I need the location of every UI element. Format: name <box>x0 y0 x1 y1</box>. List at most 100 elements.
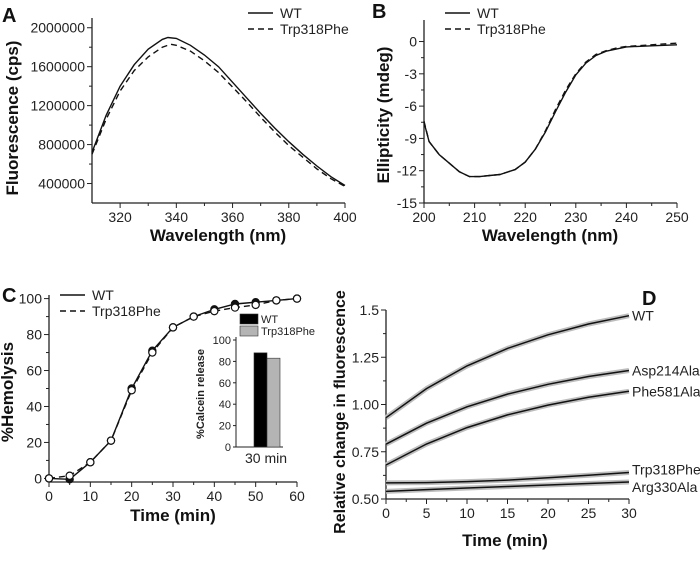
y-tick-label: 1.25 <box>352 349 379 365</box>
data-point <box>86 458 95 467</box>
data-point <box>230 303 240 312</box>
inset-legend-swatch <box>239 325 259 337</box>
x-tick-label: 60 <box>289 488 305 504</box>
x-tick-label: 10 <box>83 488 99 504</box>
x-tick-label: 0 <box>45 488 53 504</box>
inset-bar-chart: 0 20 40 60 80 100 %Calcein release 30 min WTTrp3… <box>195 313 315 466</box>
legend-label: Trp318Phe <box>280 21 349 37</box>
y-axis-label: Fluorescence (cps) <box>3 41 22 196</box>
y-tick-label: -9 <box>405 130 418 146</box>
x-tick-label: 380 <box>277 209 301 225</box>
legend-label: Trp318Phe <box>92 303 161 319</box>
y-tick-label: -15 <box>397 195 417 211</box>
inset-y-tick-label: 80 <box>219 356 231 368</box>
inset-y-axis-label: %Calcein release <box>195 349 207 439</box>
y-tick-label: 2000000 <box>30 20 85 36</box>
y-tick-label: -12 <box>397 163 417 179</box>
y-tick-label: 1.00 <box>352 397 379 413</box>
x-tick-label: 320 <box>108 209 132 225</box>
inset-bar <box>266 357 281 448</box>
x-tick-label: 20 <box>540 505 556 521</box>
x-tick-label: 400 <box>333 209 357 225</box>
x-tick-label: 20 <box>124 488 140 504</box>
panel-letter: D <box>642 288 656 310</box>
panel-c: C 0 10 20 30 40 50 60 0 20 40 60 80 100 Time (min) %Hem… <box>0 285 315 525</box>
inset-legend-swatch <box>239 313 259 325</box>
y-tick-label: 80 <box>26 327 42 343</box>
y-tick-label: 800000 <box>38 137 85 153</box>
inset-y-tick-label: 60 <box>219 378 231 390</box>
y-axis-label: Relative change in fluorescence <box>332 290 349 534</box>
x-axis-label: Wavelength (nm) <box>482 226 618 245</box>
raw-data-band <box>384 368 630 447</box>
data-point <box>292 294 302 303</box>
y-tick-label: -6 <box>405 98 418 114</box>
y-tick-label: 60 <box>26 363 42 379</box>
series-line <box>423 42 678 178</box>
raw-data-band <box>384 313 630 420</box>
series-label: Phe581Ala <box>632 383 700 399</box>
y-tick-label: -3 <box>405 66 418 82</box>
inset-y-tick-label: 0 <box>225 442 231 454</box>
series-line <box>91 36 346 187</box>
x-tick-label: 200 <box>412 209 436 225</box>
y-tick-label: 1200000 <box>30 98 85 114</box>
y-tick-label: 400000 <box>38 176 85 192</box>
fit-line <box>385 390 630 466</box>
x-axis-label: Time (min) <box>130 506 216 525</box>
x-tick-label: 30 <box>621 505 637 521</box>
y-tick-label: 100 <box>19 291 43 307</box>
y-axis-label: %Hemolysis <box>0 342 17 442</box>
data-point <box>168 323 178 332</box>
inset-category-label: 30 min <box>245 450 287 466</box>
inset-y-tick-label: 40 <box>219 399 231 411</box>
inset-legend-label: Trp318Phe <box>261 326 315 338</box>
panel-letter: A <box>2 5 16 27</box>
series-label: Asp214Ala <box>632 362 700 378</box>
panel-letter: B <box>372 1 386 23</box>
fit-line <box>385 471 630 484</box>
y-tick-label: 1600000 <box>30 59 85 75</box>
x-tick-label: 250 <box>665 209 689 225</box>
data-point <box>251 300 260 310</box>
inset-y-tick-label: 100 <box>213 335 231 347</box>
fit-line <box>385 369 630 445</box>
x-tick-label: 220 <box>514 209 538 225</box>
panel-b: B 200 210 220 230 240 250 -15 -12 -9 -6 -3 0 Waveleng… <box>372 1 689 245</box>
inset-legend-label: WT <box>261 314 278 326</box>
data-point <box>65 471 74 480</box>
data-point <box>127 386 136 395</box>
raw-data-band <box>384 388 630 468</box>
series-label: Trp318Phe <box>632 462 700 478</box>
data-point <box>272 296 281 305</box>
panel-d: D 0 5 10 15 20 25 30 0.50 0.75 1.00 1.25 1.5 Time (mi… <box>332 288 700 550</box>
x-tick-label: 340 <box>165 209 189 225</box>
data-point <box>189 312 198 321</box>
y-tick-label: 0 <box>34 470 42 486</box>
x-axis-label: Time (min) <box>462 531 548 550</box>
x-tick-label: 0 <box>382 505 390 521</box>
x-tick-label: 360 <box>221 209 245 225</box>
y-tick-label: 20 <box>26 434 42 450</box>
y-tick-label: 0.75 <box>352 444 379 460</box>
x-tick-label: 5 <box>423 505 431 521</box>
y-tick-label: 0.50 <box>352 491 379 507</box>
series-line <box>423 44 678 178</box>
fit-line <box>385 481 630 493</box>
data-point <box>148 348 157 357</box>
inset-y-tick-label: 20 <box>219 421 231 433</box>
data-point <box>106 436 116 445</box>
x-tick-label: 210 <box>463 209 487 225</box>
inset-bar <box>253 352 268 448</box>
x-tick-label: 10 <box>459 505 475 521</box>
series-label: Arg330Ala <box>632 479 698 495</box>
panel-a: A 320 340 360 380 400 400000 800000 1200000 16000… <box>2 5 357 245</box>
x-tick-label: 230 <box>564 209 588 225</box>
y-tick-label: 1.5 <box>360 302 380 318</box>
legend-label: WT <box>280 5 302 21</box>
data-point <box>44 474 54 483</box>
legend-label: WT <box>92 287 114 303</box>
x-axis-label: Wavelength (nm) <box>150 226 286 245</box>
y-axis-label: Ellipticity (mdeg) <box>374 47 393 184</box>
